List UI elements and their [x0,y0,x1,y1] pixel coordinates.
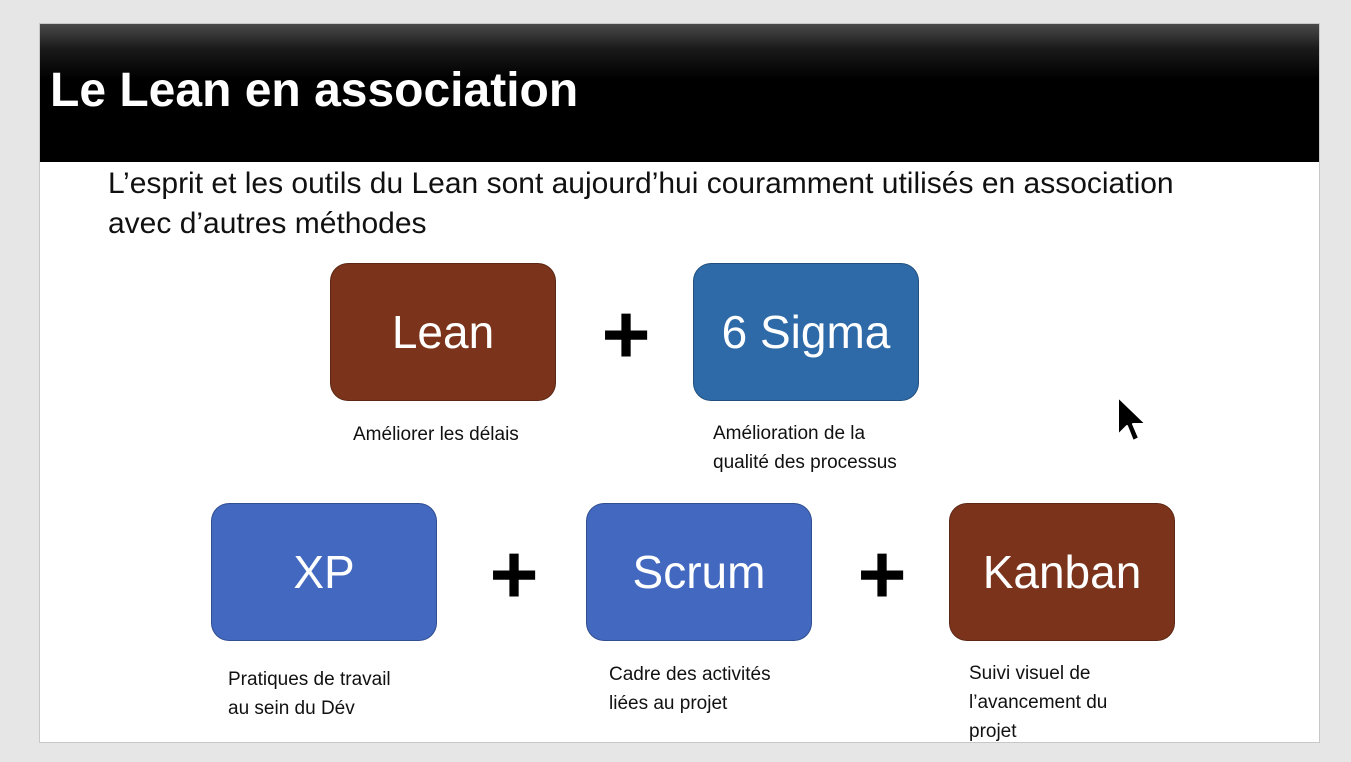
kanban-caption: Suivi visuel de l’avancement du projet [969,659,1108,742]
lean-label: Lean [391,306,495,358]
title-bar: Le Lean en association [40,24,1319,162]
lean-caption: Améliorer les délais [353,420,519,449]
kanban-caption-line: projet [969,721,1017,742]
lean-box: Lean [330,263,556,401]
scrum-caption-line: liées au projet [609,693,728,714]
xp-box: XP [211,503,437,641]
plus-sign-3: + [857,527,907,621]
scrum-label: Scrum [632,546,766,598]
slide-subtitle: L’esprit et les outils du Lean sont aujo… [108,167,1174,240]
kanban-caption-line: Suivi visuel de [969,663,1091,684]
six-sigma-box: 6 Sigma [693,263,919,401]
six-sigma-caption-line: Amélioration de la [713,423,866,444]
plus-sign-2: + [489,527,539,621]
xp-caption: Pratiques de travail au sein du Dév [228,665,391,723]
kanban-label: Kanban [982,546,1142,598]
six-sigma-label: 6 Sigma [721,306,891,358]
scrum-box: Scrum [586,503,812,641]
plus-sign-1: + [601,287,651,381]
kanban-caption-line: l’avancement du [969,692,1108,713]
xp-label: XP [293,546,355,598]
six-sigma-caption-line: qualité des processus [713,452,897,473]
six-sigma-caption: Amélioration de la qualité des processus [713,419,897,477]
xp-caption-line: au sein du Dév [228,698,355,719]
scrum-caption: Cadre des activités liées au projet [609,660,771,718]
xp-caption-line: Pratiques de travail [228,669,391,690]
lean-caption-line: Améliorer les délais [353,424,519,445]
scrum-caption-line: Cadre des activités [609,664,771,685]
slide: Le Lean en association L’esprit et les o… [39,23,1320,743]
slide-title: Le Lean en association [50,64,579,117]
kanban-box: Kanban [949,503,1175,641]
arrow-cursor-icon [1117,396,1147,442]
